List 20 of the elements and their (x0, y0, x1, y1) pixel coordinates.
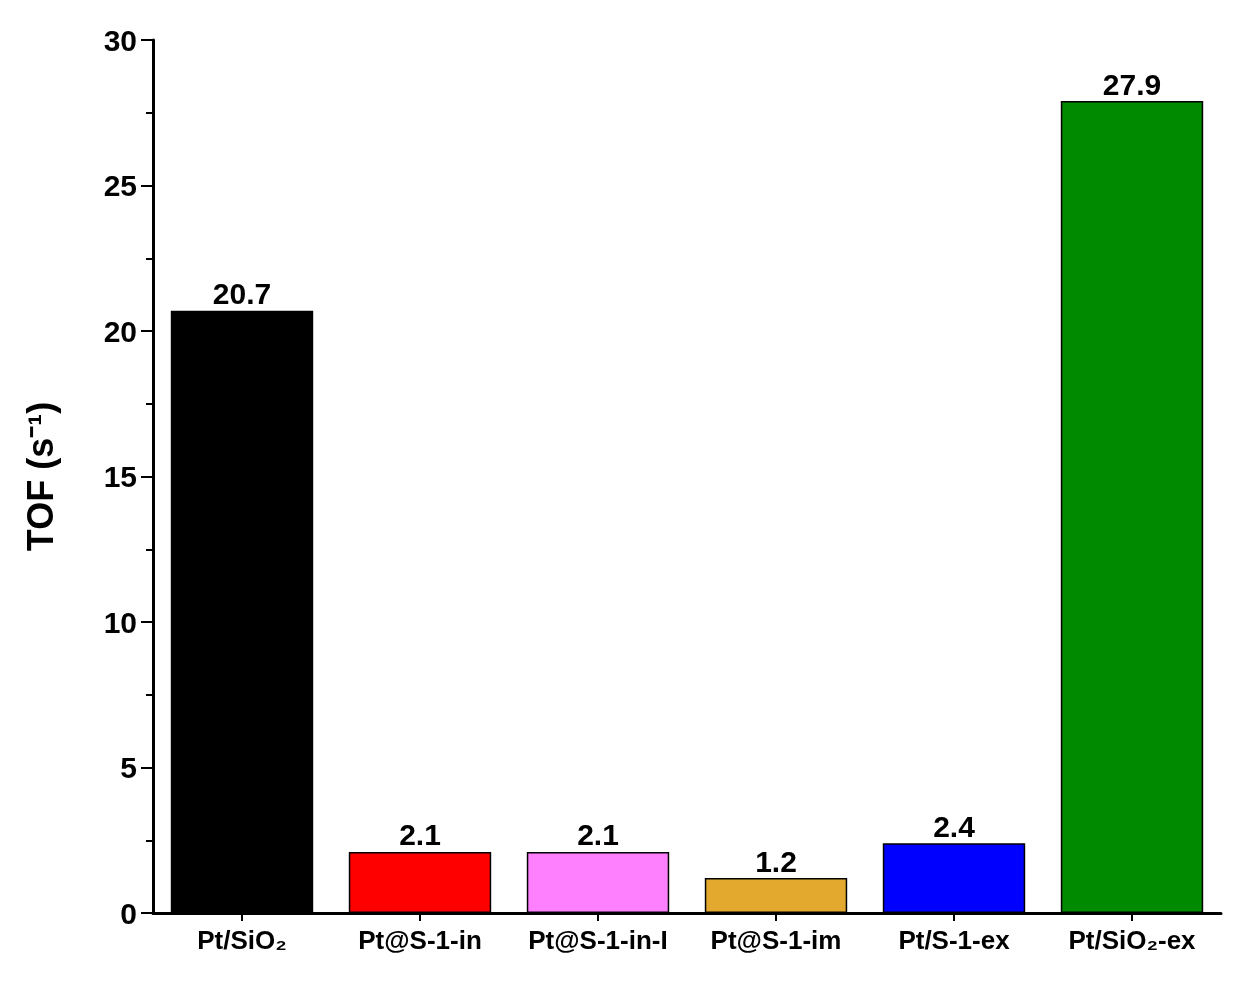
x-tick-label: Pt/S-1-ex (898, 925, 1011, 955)
x-tick-label: Pt@S-1-in-I (528, 925, 668, 955)
y-tick-label: 0 (120, 896, 137, 930)
data-label: 20.7 (212, 277, 272, 311)
y-tick-label: 10 (103, 605, 137, 639)
data-label: 2.4 (933, 809, 976, 843)
x-tick-label: Pt@S-1-in (358, 925, 482, 955)
y-tick-label: 20 (103, 314, 137, 348)
data-label: 2.1 (399, 818, 441, 852)
y-axis-title: TOF (s⁻¹) (19, 401, 61, 552)
data-label: 2.1 (577, 818, 619, 852)
y-tick-label: 25 (103, 169, 137, 202)
x-tick-label: Pt/SiO₂ (197, 925, 287, 955)
x-tick-label: Pt@S-1-im (710, 925, 842, 955)
y-tick-label: 15 (103, 460, 137, 493)
y-tick-label: 5 (120, 751, 137, 784)
data-label: 27.9 (1102, 67, 1162, 101)
x-tick-label: Pt/SiO₂-ex (1068, 925, 1197, 955)
y-tick-label: 30 (103, 23, 137, 57)
data-label: 1.2 (755, 844, 797, 878)
